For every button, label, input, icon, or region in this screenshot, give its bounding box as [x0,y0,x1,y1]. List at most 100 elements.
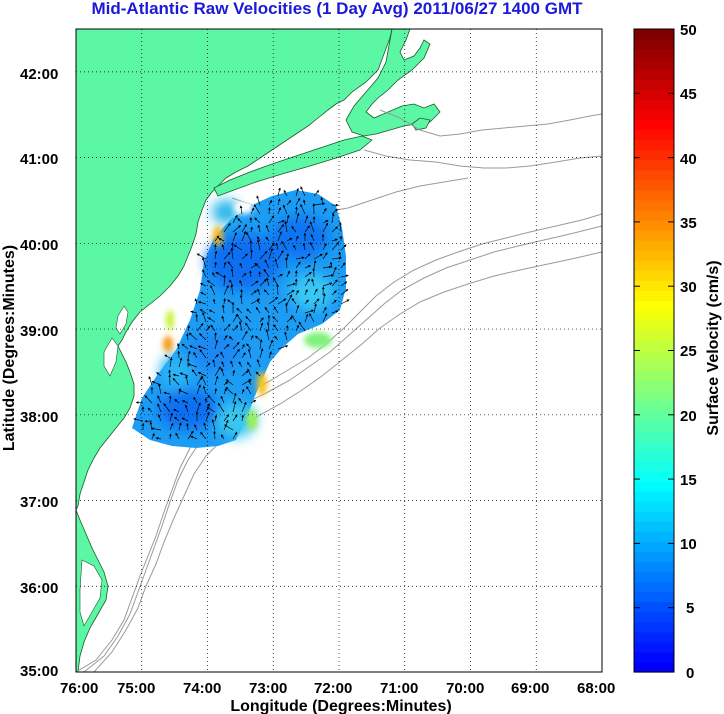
velocity-arrow [230,284,234,296]
velocity-arrow [205,362,211,368]
velocity-arrow [286,289,295,296]
colorbar-band [634,551,674,563]
velocity-arrow [223,274,227,287]
velocity-arrow [202,269,207,278]
colorbar-tick-marks [634,28,674,673]
velocity-arrow [214,235,220,242]
velocity-arrow [245,322,252,332]
velocity-arrow [259,317,264,323]
colorbar-band [634,571,674,583]
velocity-arrow [223,298,226,305]
velocity-vectors [133,186,350,440]
velocity-arrow [157,403,162,413]
velocity-arrow [224,424,234,431]
delaware-bay [103,337,119,377]
colorbar-band [634,651,674,663]
colorbar-band [634,69,674,80]
velocity-arrow [240,289,244,296]
velocity-arrow [223,414,230,422]
velocity-arrow [220,434,225,440]
velocity-arrow [304,289,308,296]
colorbar-band [634,461,674,472]
velocity-arrow [295,289,299,296]
velocity-arrow [304,253,311,260]
velocity-arrow [277,250,284,260]
velocity-arrow [223,381,229,386]
colorbar-band [634,179,674,191]
velocity-arrow [247,368,252,377]
colorbar-band [634,471,674,482]
colorbar-tick-label: 35 [680,215,697,232]
colorbar-band [634,591,674,603]
colorbar-band [634,450,674,462]
velocity-arrow [169,412,173,422]
velocity-arrow [277,231,282,242]
velocity-arrow [178,389,189,395]
velocity-arrow [331,256,342,260]
velocity-arrow [286,316,293,323]
colorbar-band [634,611,674,623]
velocity-arrow [268,351,272,359]
velocity-arrow [254,262,261,269]
velocity-arrow [277,298,287,305]
velocity-arrow [232,342,240,350]
colorbar-band [634,390,674,402]
velocity-arrow [277,198,281,206]
velocity-arrow [246,343,252,350]
velocity-arrow [245,231,252,242]
velocity-arrow [187,363,198,368]
velocity-arrow [178,422,182,431]
velocity-arrow [313,260,317,269]
velocity-arrow [218,238,225,242]
velocity-arrow [284,257,288,269]
velocity-arrow [300,186,306,197]
colorbar-bands [634,29,674,673]
velocity-arrow [190,310,198,314]
velocity-arrow [185,375,189,386]
velocity-arrow [176,342,180,350]
velocity-arrow [322,265,332,269]
velocity-arrow [302,242,306,251]
velocity-arrow [250,249,253,260]
velocity-arrow [250,290,257,296]
velocity-arrow [239,294,243,305]
velocity-arrow [331,299,337,305]
velocity-arrow [184,404,189,413]
velocity-arrow [247,348,252,359]
velocity-arrow [241,414,244,422]
velocity-arrow [255,371,261,377]
x-tick-label: 69:00 [511,680,549,697]
velocity-arrow [144,395,153,404]
velocity-arrow [239,279,243,287]
land-mainland [76,29,393,511]
velocity-arrow [304,313,309,323]
velocity-arrow [223,323,231,332]
velocity-arrow [293,244,297,251]
velocity-arrow [286,294,293,305]
velocity-arrow [221,244,225,251]
velocity-arrow [250,207,255,215]
velocity-arrow [214,332,217,341]
colorbar-tick-label: 5 [686,600,694,617]
velocity-arrow [304,225,310,233]
colorbar-band [634,400,674,412]
velocity-arrow [187,430,194,440]
velocity-arrow [241,388,245,395]
velocity-arrow [210,324,216,332]
velocity-arrow [249,270,252,278]
colorbar-band [634,501,674,512]
velocity-arrow [181,343,189,350]
velocity-arrow [284,331,288,341]
velocity-arrow [268,242,275,251]
colorbar-band [634,420,674,432]
velocity-arrow [194,298,198,305]
velocity-arrow [340,289,349,296]
velocity-arrow [331,241,340,251]
velocity-arrow [241,272,247,278]
x-tick-label: 74:00 [183,680,221,697]
velocity-arrow [200,292,207,296]
velocity-arrow [268,297,279,305]
colorbar-tick-label: 50 [680,22,697,39]
velocity-arrow [291,298,297,305]
velocity-arrow [207,394,216,404]
